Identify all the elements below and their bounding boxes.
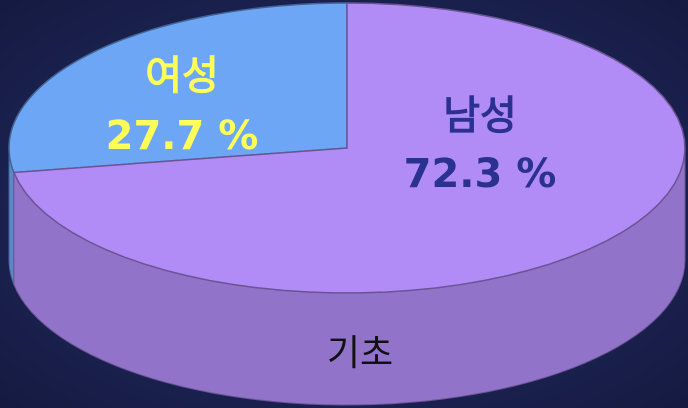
slice-value-label: 72.3 % (404, 151, 557, 197)
slice (12, 2, 686, 294)
slice-value-label: 27.7 % (106, 113, 259, 159)
pie (8, 2, 686, 406)
slice-label: 여성 (145, 53, 219, 99)
slice (8, 2, 348, 174)
annotation: 기초 (327, 333, 393, 374)
slice-label: 남성 (443, 93, 517, 139)
